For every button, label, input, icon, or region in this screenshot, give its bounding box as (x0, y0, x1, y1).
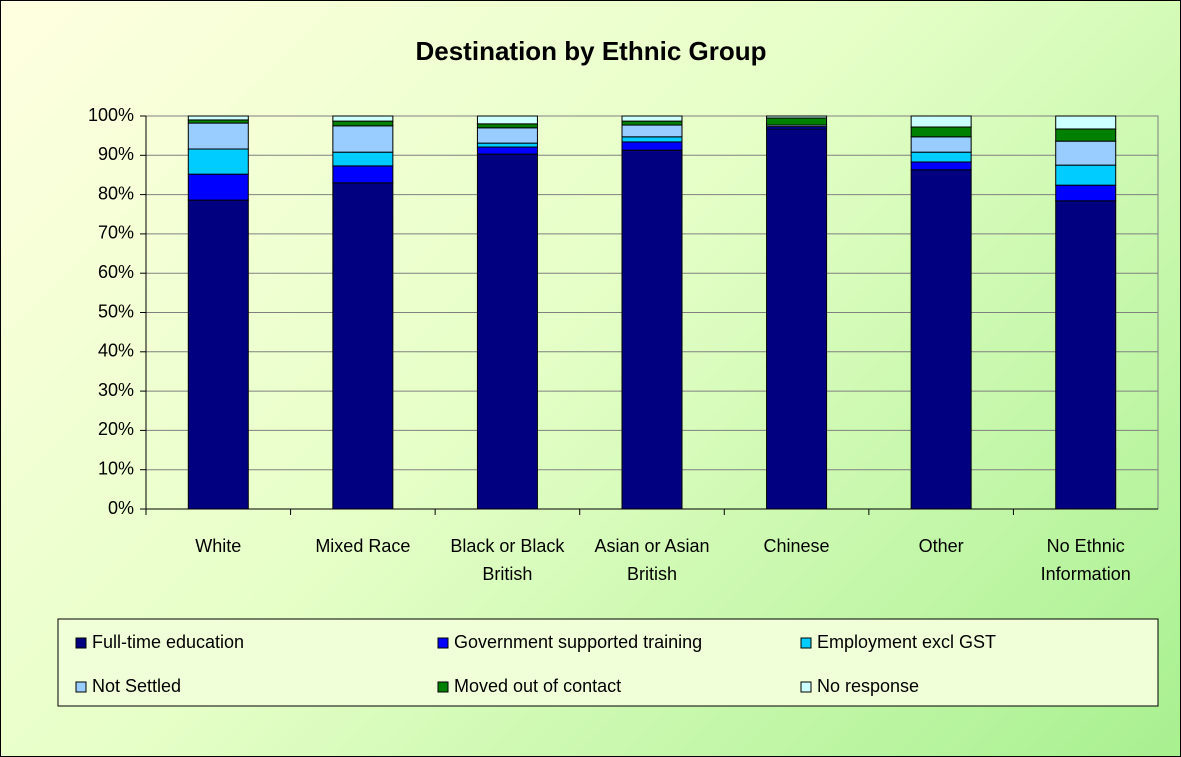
x-tick-label: No Ethnic Information (1040, 536, 1131, 584)
bar-segment (187, 173, 249, 201)
legend-label: Full-time education (92, 632, 244, 652)
legend (57, 618, 1159, 707)
legend-label: Government supported training (454, 632, 702, 652)
bar-segment (621, 136, 683, 143)
legend-label: Employment excl GST (817, 632, 996, 652)
legend-swatch (75, 681, 87, 693)
bar-segment (332, 151, 394, 167)
bar-segment (187, 115, 249, 121)
legend-swatch (800, 681, 812, 693)
legend-swatch (437, 681, 449, 693)
bar-segment (476, 127, 538, 144)
y-tick-label: 40% (98, 341, 134, 361)
y-tick-label: 30% (98, 380, 134, 400)
bar-segment (187, 148, 249, 175)
y-tick-label: 10% (98, 458, 134, 478)
bar-segment (910, 136, 972, 153)
y-tick-label: 80% (98, 183, 134, 203)
bar-segment (187, 199, 249, 510)
bar-segment (332, 165, 394, 184)
bar-segment (766, 115, 828, 119)
bar-segment (910, 126, 972, 138)
bar-segment (910, 169, 972, 510)
y-tick-label: 70% (98, 223, 134, 243)
bar-segment (1055, 140, 1117, 166)
y-tick-label: 90% (98, 144, 134, 164)
bar-segment (1055, 128, 1117, 142)
bar-segment (476, 123, 538, 129)
x-tick-label: Chinese (763, 536, 830, 556)
bar-segment (332, 115, 394, 122)
x-tick-label: Black or Black British (450, 536, 565, 584)
bar-segment (476, 146, 538, 155)
x-tick-label: Other (918, 536, 964, 556)
legend-label: Moved out of contact (454, 676, 621, 696)
y-tick-label: 20% (98, 419, 134, 439)
bar-segment (332, 120, 394, 127)
bar-segment (476, 142, 538, 148)
bar-segment (187, 122, 249, 150)
bar-segment (621, 120, 683, 126)
y-tick-label: 0% (108, 498, 134, 518)
legend-swatch (75, 637, 87, 649)
bar-segment (766, 117, 828, 126)
bar-segment (332, 125, 394, 153)
y-tick-label: 50% (98, 301, 134, 321)
legend-swatch (800, 637, 812, 649)
bar-segment (621, 124, 683, 138)
legend-label: Not Settled (92, 676, 181, 696)
bar-segment (910, 151, 972, 163)
bar-segment (1055, 200, 1117, 510)
bar-segment (766, 128, 828, 510)
bar-segment (621, 149, 683, 510)
bar-segment (910, 115, 972, 128)
bar-segment (1055, 164, 1117, 186)
x-tick-label: Asian or Asian British (594, 536, 710, 584)
bar-segment (476, 153, 538, 510)
legend-label: No response (817, 676, 919, 696)
bar-segment (1055, 115, 1117, 130)
y-tick-label: 100% (88, 105, 134, 125)
legend-swatch (437, 637, 449, 649)
bar-segment (910, 161, 972, 171)
bar-segment (476, 115, 538, 125)
bar-segment (621, 115, 683, 122)
chart-title: Destination by Ethnic Group (415, 36, 766, 66)
bar-segment (621, 141, 683, 151)
x-tick-label: Mixed Race (315, 536, 411, 556)
bar-segment (1055, 184, 1117, 202)
x-tick-label: White (195, 536, 242, 556)
bar-segment (332, 182, 394, 510)
y-tick-label: 60% (98, 262, 134, 282)
